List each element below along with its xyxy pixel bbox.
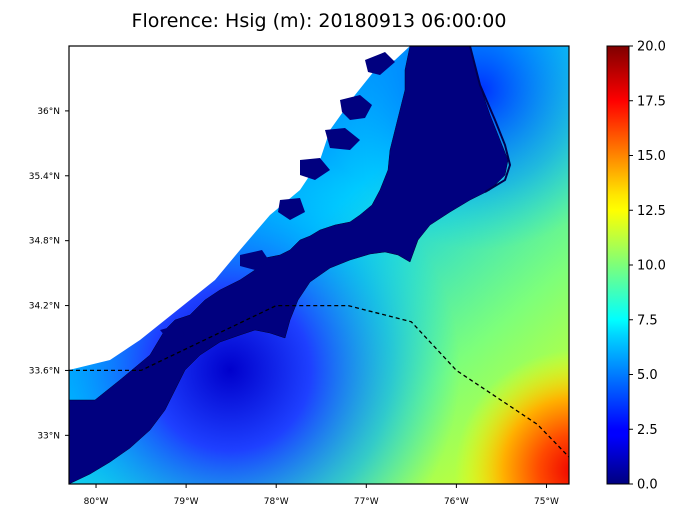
lat-tick-label: 33°N — [37, 431, 60, 441]
colorbar-tick-label: 7.5 — [637, 313, 658, 328]
lon-tick-label: 80°W — [84, 497, 109, 507]
colorbar-tick-label: 2.5 — [637, 423, 658, 438]
outer-banks — [469, 46, 512, 193]
lon-tick-label: 75°W — [534, 497, 559, 507]
lon-tick-label: 79°W — [174, 497, 199, 507]
lat-tick-label: 35.4°N — [29, 172, 60, 182]
colorbar-axis: 0.0 2.5 5.0 7.5 10.0 12.5 15.0 17.5 20.0 — [629, 40, 666, 493]
lat-tick-label: 34.2°N — [29, 302, 60, 312]
lat-tick-label: 34.8°N — [29, 237, 60, 247]
lon-tick-label: 77°W — [354, 497, 379, 507]
lon-tick-label: 76°W — [444, 497, 469, 507]
colorbar-tick-label: 12.5 — [637, 204, 666, 219]
map-title: Florence: Hsig (m): 20180913 06:00:00 — [131, 10, 507, 32]
lon-tick-label: 78°W — [264, 497, 289, 507]
map-plot-area — [69, 46, 569, 484]
storm-track — [69, 304, 569, 458]
map-frame — [68, 45, 570, 485]
colorbar-tick-label: 0.0 — [637, 478, 658, 493]
lat-tick-label: 33.6°N — [29, 366, 60, 376]
colorbar-tick-label: 17.5 — [637, 94, 666, 109]
land-mask — [69, 46, 509, 484]
latitude-axis: 36°N 35.4°N 34.8°N 34.2°N 33.6°N 33°N — [29, 107, 69, 441]
lat-tick-label: 36°N — [37, 107, 60, 117]
colorbar-tick-label: 10.0 — [637, 259, 666, 274]
colorbar — [607, 46, 629, 484]
colorbar-tick-label: 15.0 — [637, 149, 666, 164]
colorbar-tick-label: 20.0 — [637, 40, 666, 55]
colorbar-tick-label: 5.0 — [637, 368, 658, 383]
longitude-axis: 80°W 79°W 78°W 77°W 76°W 75°W — [84, 484, 559, 507]
inland-nodata — [69, 46, 410, 370]
